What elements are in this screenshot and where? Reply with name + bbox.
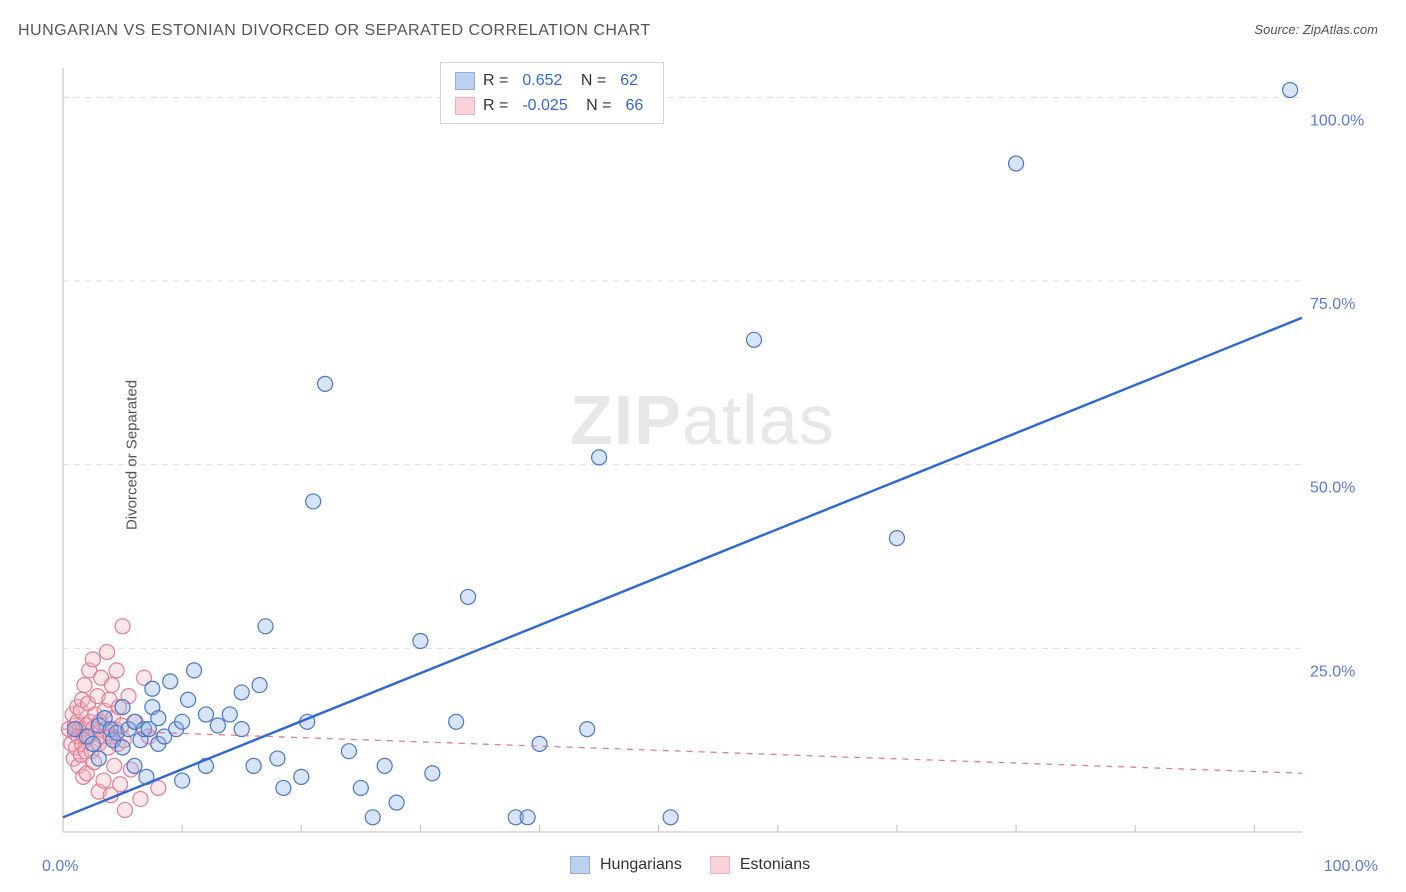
scatter-chart-svg: 25.0% 50.0% 75.0% 100.0% [45, 60, 1380, 850]
series-legend-item: Estonians [710, 856, 810, 874]
n-value: 66 [620, 94, 650, 119]
n-label: N = [582, 94, 612, 119]
y-axis-label: Divorced or Separated [124, 380, 141, 530]
correlation-legend: R =0.652 N =62R =-0.025 N =66 [440, 62, 664, 124]
chart-title: HUNGARIAN VS ESTONIAN DIVORCED OR SEPARA… [18, 22, 651, 40]
source-label: Source: [1254, 22, 1299, 37]
legend-swatch [455, 97, 475, 115]
r-value: -0.025 [516, 94, 573, 119]
series-legend-item: Hungarians [570, 856, 682, 874]
x-axis-max-label: 100.0% [1324, 858, 1378, 876]
n-label: N = [576, 69, 606, 94]
x-axis-min-label: 0.0% [42, 858, 78, 876]
legend-swatch [570, 856, 590, 874]
svg-text:25.0%: 25.0% [1310, 663, 1355, 680]
source-credit: Source: ZipAtlas.com [1254, 22, 1378, 37]
svg-text:75.0%: 75.0% [1310, 296, 1355, 313]
n-value: 62 [614, 69, 644, 94]
series-name: Hungarians [600, 856, 682, 874]
legend-swatch [455, 72, 475, 90]
source-value: ZipAtlas.com [1303, 22, 1378, 37]
svg-text:100.0%: 100.0% [1310, 112, 1364, 129]
r-value: 0.652 [516, 69, 568, 94]
chart-plot-area: Divorced or Separated 25.0% 50.0% 75.0% 100… [45, 60, 1380, 850]
legend-stat-row: R = -0.025 N = 66 [455, 94, 649, 119]
r-label: R = [483, 69, 508, 94]
series-legend: Hungarians Estonians [570, 856, 810, 874]
svg-text:50.0%: 50.0% [1310, 480, 1355, 497]
legend-stat-row: R = 0.652 N = 62 [455, 69, 649, 94]
series-name: Estonians [740, 856, 810, 874]
legend-swatch [710, 856, 730, 874]
r-label: R = [483, 94, 508, 119]
